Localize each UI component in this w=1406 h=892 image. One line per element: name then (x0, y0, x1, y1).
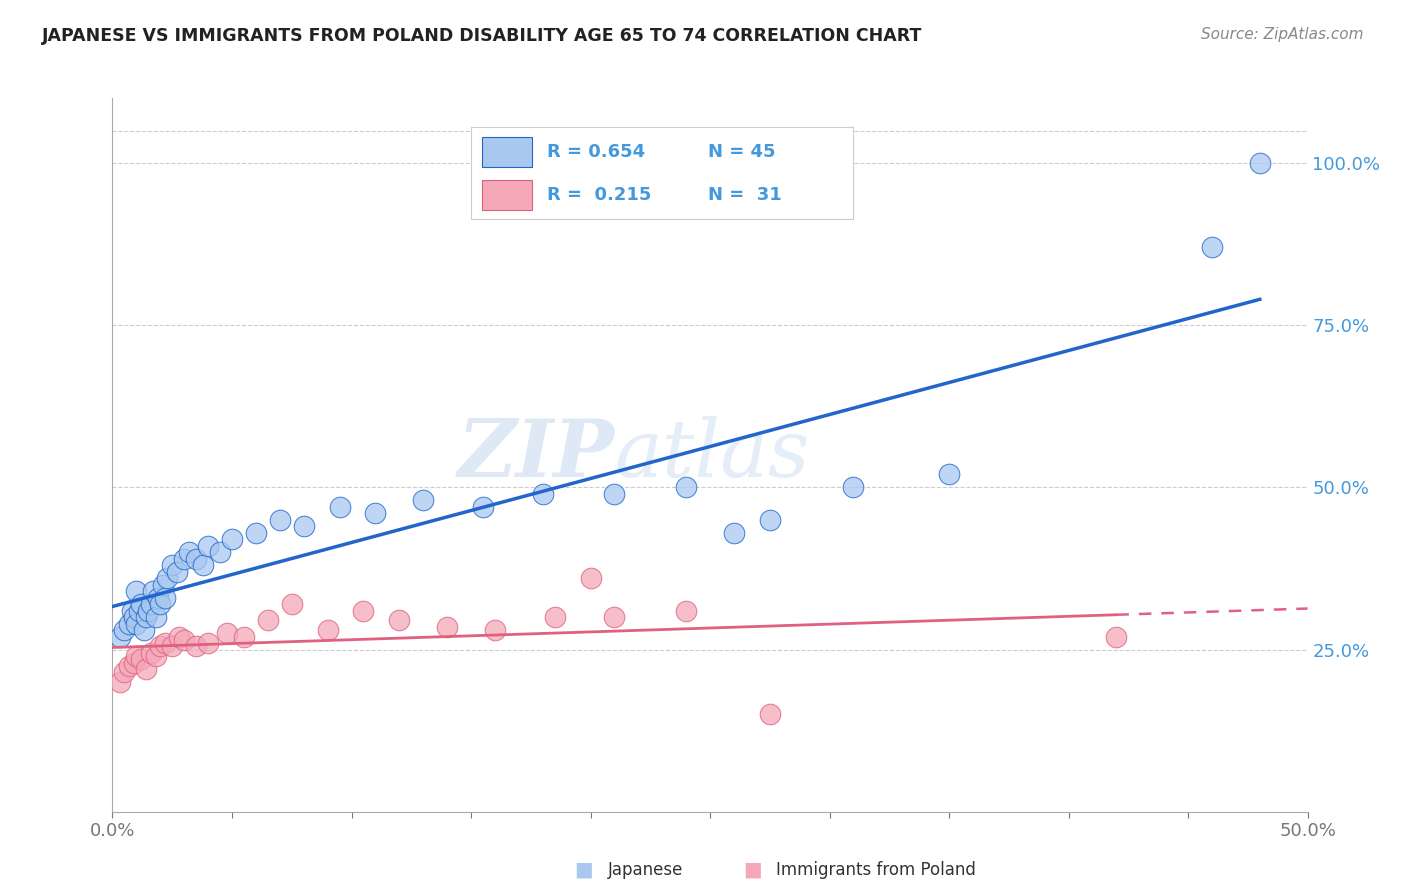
Point (675, 480, 697, 494)
Point (129, 652, 152, 666)
Text: ▪: ▪ (742, 855, 762, 884)
Point (436, 620, 458, 634)
Point (1105, 630, 1128, 644)
Point (232, 630, 256, 644)
Point (142, 584, 165, 599)
Point (484, 623, 506, 637)
Point (675, 604, 697, 618)
Point (186, 551, 208, 566)
Point (245, 525, 267, 540)
Point (166, 565, 188, 579)
Point (1249, 156, 1271, 170)
Point (114, 623, 135, 637)
Point (122, 610, 145, 624)
Point (316, 623, 339, 637)
Point (208, 545, 231, 559)
Point (531, 487, 554, 501)
Point (221, 533, 243, 547)
Point (135, 662, 157, 676)
Point (169, 630, 191, 644)
Point (603, 487, 626, 501)
Point (139, 597, 162, 611)
Point (146, 591, 169, 605)
Point (162, 640, 183, 654)
Point (938, 467, 960, 482)
Point (153, 636, 176, 650)
Text: N = 45: N = 45 (709, 143, 776, 161)
Point (152, 577, 174, 591)
Point (197, 636, 219, 650)
Point (579, 571, 602, 585)
Text: Japanese: Japanese (607, 861, 683, 879)
FancyBboxPatch shape (482, 180, 533, 211)
Point (125, 616, 148, 631)
Point (135, 610, 157, 624)
Point (149, 640, 172, 654)
Point (217, 626, 239, 640)
Point (388, 613, 411, 627)
Point (114, 665, 135, 680)
FancyBboxPatch shape (482, 136, 533, 167)
Point (122, 656, 145, 670)
Point (328, 500, 352, 514)
Point (173, 632, 195, 647)
Point (759, 707, 782, 722)
Point (162, 558, 183, 573)
Point (139, 646, 162, 660)
Point (125, 648, 148, 663)
Point (364, 506, 387, 520)
Point (352, 604, 374, 618)
Text: Source: ZipAtlas.com: Source: ZipAtlas.com (1201, 27, 1364, 42)
Text: N =  31: N = 31 (709, 186, 782, 204)
Point (121, 604, 143, 618)
Point (177, 545, 200, 559)
Point (193, 558, 215, 573)
Point (128, 604, 150, 618)
Point (132, 623, 155, 637)
Point (257, 613, 280, 627)
Point (145, 610, 167, 624)
Point (543, 610, 565, 624)
Point (186, 640, 208, 654)
Text: R = 0.654: R = 0.654 (547, 143, 645, 161)
Point (108, 675, 131, 690)
Point (292, 519, 315, 533)
Point (153, 591, 176, 605)
Point (1201, 240, 1223, 254)
Point (125, 584, 148, 599)
Text: JAPANESE VS IMMIGRANTS FROM POLAND DISABILITY AGE 65 TO 74 CORRELATION CHART: JAPANESE VS IMMIGRANTS FROM POLAND DISAB… (42, 27, 922, 45)
Point (108, 630, 131, 644)
Point (842, 480, 865, 494)
Point (118, 658, 141, 673)
Point (269, 513, 291, 527)
Point (149, 597, 172, 611)
Point (118, 616, 141, 631)
Text: ZIP: ZIP (457, 417, 614, 493)
Point (138, 604, 160, 618)
Point (156, 571, 179, 585)
Point (145, 648, 167, 663)
Text: Immigrants from Poland: Immigrants from Poland (776, 861, 976, 879)
Point (472, 500, 495, 514)
Text: atlas: atlas (614, 417, 810, 493)
Point (129, 597, 152, 611)
Point (173, 551, 195, 566)
Point (723, 525, 745, 540)
Text: R =  0.215: R = 0.215 (547, 186, 652, 204)
Point (197, 539, 219, 553)
Text: ▪: ▪ (574, 855, 593, 884)
Point (412, 493, 434, 508)
Point (603, 610, 626, 624)
Point (281, 597, 304, 611)
Point (759, 513, 782, 527)
